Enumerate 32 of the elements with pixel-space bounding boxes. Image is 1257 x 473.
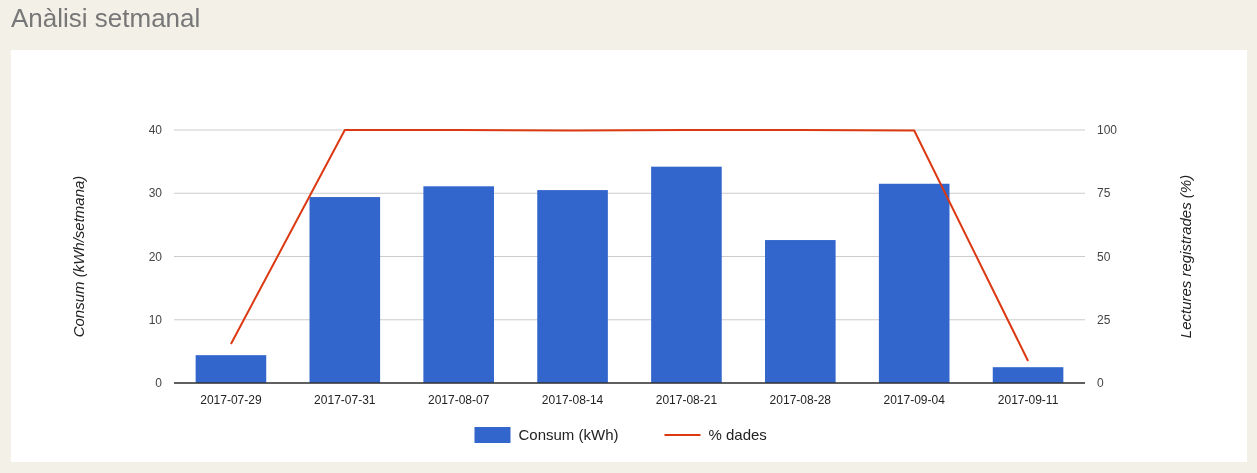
y-tick-label: 10 bbox=[148, 312, 163, 327]
legend-label: Consum (kWh) bbox=[518, 426, 619, 443]
line-series bbox=[229, 129, 1030, 362]
x-tick-label: 2017-08-14 bbox=[541, 393, 604, 407]
bar bbox=[765, 240, 836, 383]
bar bbox=[195, 355, 267, 383]
x-tick-label: 2017-08-07 bbox=[427, 393, 490, 407]
x-tick-label: 2017-07-29 bbox=[200, 393, 262, 407]
bar bbox=[309, 197, 381, 383]
y-axis-title: Consum (kWh/setmana) bbox=[70, 175, 87, 338]
bar bbox=[651, 166, 722, 383]
y-tick-label: 30 bbox=[148, 186, 163, 201]
bar bbox=[423, 186, 494, 383]
chart-title: Anàlisi setmanal bbox=[11, 3, 201, 33]
y-tick-label: 40 bbox=[148, 123, 163, 137]
y-tick-label: 0 bbox=[155, 376, 163, 390]
y2-tick-label: 75 bbox=[1097, 186, 1111, 201]
y-tick-label: 20 bbox=[148, 249, 163, 264]
legend-label: % dades bbox=[708, 426, 767, 443]
bar bbox=[992, 367, 1064, 383]
x-tick-label: 2017-08-21 bbox=[655, 393, 718, 407]
x-tick-label: 2017-09-04 bbox=[883, 393, 946, 407]
y2-tick-label: 0 bbox=[1097, 376, 1104, 390]
y2-tick-label: 50 bbox=[1097, 249, 1111, 264]
x-tick-label: 2017-07-31 bbox=[314, 393, 376, 407]
y2-axis-title: Lectures registrades (%) bbox=[1177, 174, 1194, 339]
bar bbox=[878, 183, 950, 383]
x-tick-label: 2017-09-11 bbox=[997, 393, 1059, 407]
x-tick-label: 2017-08-28 bbox=[769, 393, 832, 407]
y2-tick-label: 25 bbox=[1097, 312, 1111, 327]
bar bbox=[537, 190, 608, 383]
y2-tick-label: 100 bbox=[1097, 123, 1118, 137]
